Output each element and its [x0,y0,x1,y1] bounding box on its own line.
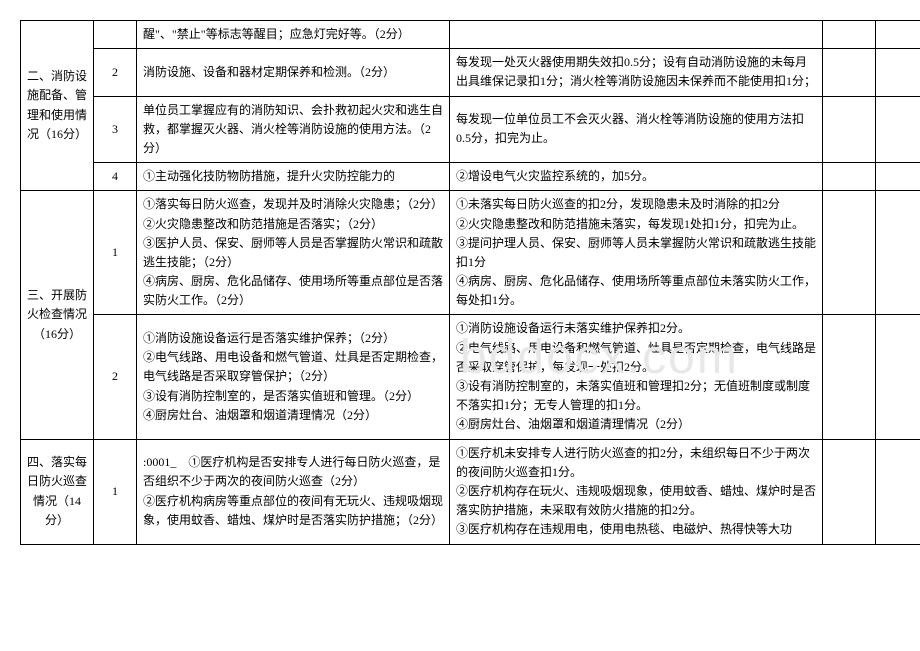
rule-cell: ①医疗机未安排专人进行防火巡查的扣2分，未组织每日不少于两次的夜间防火巡查扣1分… [450,439,823,544]
rule-cell: ①未落实每日防火巡查的扣2分，发现隐患未及时消除的扣2分②火灾隐患整改和防范措施… [450,191,823,315]
empty-cell [823,49,876,96]
index-cell: 4 [94,163,137,191]
index-cell: 2 [94,49,137,96]
empty-cell [823,96,876,163]
table-row: 4①主动强化技防物防措施，提升火灾防控能力的②增设电气火灾监控系统的，加5分。 [21,163,920,191]
category-cell: 四、落实每日防火巡查情况（14分） [21,439,94,544]
index-cell: 2 [94,315,137,439]
description-cell: ①主动强化技防物防措施，提升火灾防控能力的 [137,163,450,191]
table-wrapper: bddocx.com 二、消防设施配备、管理和使用情况（16分）醒"、"禁止"等… [20,20,900,545]
description-cell: ①消防设施设备运行是否落实维护保养；（2分）②电气线路、用电设备和燃气管道、灶具… [137,315,450,439]
empty-cell [876,163,920,191]
description-cell: 醒"、"禁止"等标志等醒目；应急灯完好等。（2分） [137,21,450,49]
rule-cell [450,21,823,49]
empty-cell [876,21,920,49]
description-cell: 消防设施、设备和器材定期保养和检测。（2分） [137,49,450,96]
rule-cell: ②增设电气火灾监控系统的，加5分。 [450,163,823,191]
table-row: 四、落实每日防火巡查情况（14分）1:0001_ ①医疗机构是否安排专人进行每日… [21,439,920,544]
empty-cell [876,191,920,315]
table-row: 二、消防设施配备、管理和使用情况（16分）醒"、"禁止"等标志等醒目；应急灯完好… [21,21,920,49]
table-row: 三、开展防火检查情况（16分）1①落实每日防火巡查，发现并及时消除火灾隐患；（2… [21,191,920,315]
empty-cell [876,49,920,96]
index-cell: 3 [94,96,137,163]
empty-cell [823,439,876,544]
empty-cell [823,191,876,315]
index-cell [94,21,137,49]
description-cell: :0001_ ①医疗机构是否安排专人进行每日防火巡查，是否组织不少于两次的夜间防… [137,439,450,544]
category-cell: 三、开展防火检查情况（16分） [21,191,94,439]
empty-cell [876,315,920,439]
empty-cell [876,439,920,544]
empty-cell [823,21,876,49]
rule-cell: 每发现一处灭火器使用期失效扣0.5分；设有自动消防设施的未每月出具维保记录扣1分… [450,49,823,96]
inspection-table: 二、消防设施配备、管理和使用情况（16分） 醒"、"禁止"等标志等醒目；应急灯完好… [20,20,920,545]
empty-cell [876,96,920,163]
category-cell: 二、消防设施配备、管理和使用情况（16分） [21,21,94,191]
description-cell: ①落实每日防火巡查，发现并及时消除火灾隐患；（2分）②火灾隐患整改和防范措施是否… [137,191,450,315]
description-cell: 单位员工掌握应有的消防知识、会扑救初起火灾和逃生自救，都掌握灭火器、消火栓等消防… [137,96,450,163]
table-row: 2消防设施、设备和器材定期保养和检测。（2分）每发现一处灭火器使用期失效扣0.5… [21,49,920,96]
empty-cell [823,315,876,439]
rule-cell: 每发现一位单位员工不会灭火器、消火栓等消防设施的使用方法扣0.5分，扣完为止。 [450,96,823,163]
index-cell: 1 [94,191,137,315]
index-cell: 1 [94,439,137,544]
rule-cell: ①消防设施设备运行未落实维护保养扣2分。②电气线路、用电设备和燃气管道、灶具是否… [450,315,823,439]
table-row: 2①消防设施设备运行是否落实维护保养；（2分）②电气线路、用电设备和燃气管道、灶… [21,315,920,439]
empty-cell [823,163,876,191]
table-row: 3单位员工掌握应有的消防知识、会扑救初起火灾和逃生自救，都掌握灭火器、消火栓等消… [21,96,920,163]
